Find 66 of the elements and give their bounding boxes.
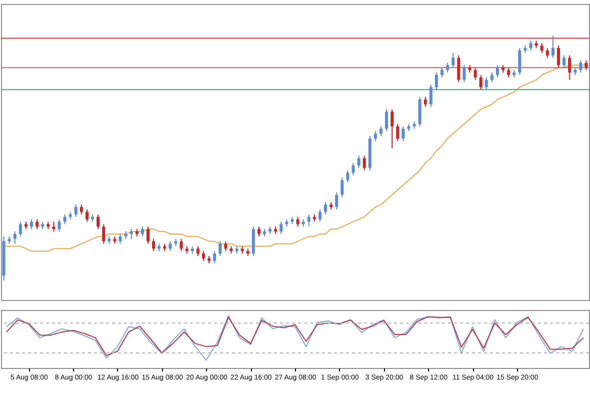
candlestick <box>562 54 566 68</box>
candlestick <box>396 123 400 142</box>
candlestick <box>474 67 477 80</box>
candlestick <box>257 226 260 237</box>
candlestick <box>224 240 228 252</box>
candlestick <box>36 218 39 230</box>
candlestick <box>196 246 200 256</box>
candlestick <box>140 226 144 237</box>
candlestick <box>340 177 344 198</box>
candlestick <box>80 204 83 215</box>
candlestick <box>85 208 88 222</box>
candlestick <box>152 238 156 252</box>
candlestick <box>568 54 572 80</box>
candlestick <box>202 250 205 262</box>
candlestick <box>213 250 216 264</box>
candlestick <box>390 108 394 149</box>
candlestick <box>374 130 377 142</box>
candlestick <box>146 226 150 244</box>
candlestick <box>540 42 544 54</box>
candlestick <box>452 52 455 68</box>
candlestick <box>490 72 494 83</box>
candlestick <box>362 155 366 171</box>
candlestick <box>479 74 482 90</box>
candlestick <box>424 96 427 108</box>
candlestick <box>579 60 582 73</box>
candlestick <box>518 48 522 76</box>
candlestick <box>346 170 350 184</box>
candlestick <box>429 84 432 108</box>
candlestick <box>130 228 133 240</box>
candlestick <box>357 155 360 168</box>
candlestick <box>385 108 388 132</box>
candlestick <box>218 240 222 256</box>
candlestick <box>546 48 549 58</box>
candlestick <box>446 62 450 73</box>
candlestick <box>484 76 488 90</box>
candlestick <box>318 208 322 222</box>
candlestick <box>584 60 588 71</box>
candlestick <box>63 214 66 225</box>
candlestick <box>58 218 61 232</box>
candlestick <box>379 126 382 137</box>
candlestick <box>324 202 328 215</box>
candlestick <box>440 67 444 78</box>
candlestick <box>507 67 510 78</box>
candlestick <box>102 224 106 244</box>
candlestick <box>529 40 532 51</box>
candlestick <box>52 221 56 232</box>
candlestick <box>352 162 355 176</box>
candlestick <box>96 214 100 230</box>
candlestick <box>280 221 283 234</box>
candlestick <box>296 216 300 228</box>
candlestick <box>168 240 172 252</box>
candlestick <box>434 72 438 90</box>
candlestick <box>180 238 183 252</box>
candlestick <box>402 126 405 142</box>
candlestick <box>18 221 22 237</box>
candlestick <box>307 214 310 228</box>
candlestick <box>496 64 499 78</box>
candlestick <box>462 64 466 83</box>
candlestick <box>30 218 34 230</box>
candlestick <box>556 45 560 68</box>
candlestick <box>457 54 460 83</box>
candlestick <box>13 231 16 244</box>
candlestick <box>335 192 338 210</box>
candlestick <box>118 233 122 244</box>
candlestick <box>551 35 554 58</box>
candlestick <box>74 204 78 218</box>
